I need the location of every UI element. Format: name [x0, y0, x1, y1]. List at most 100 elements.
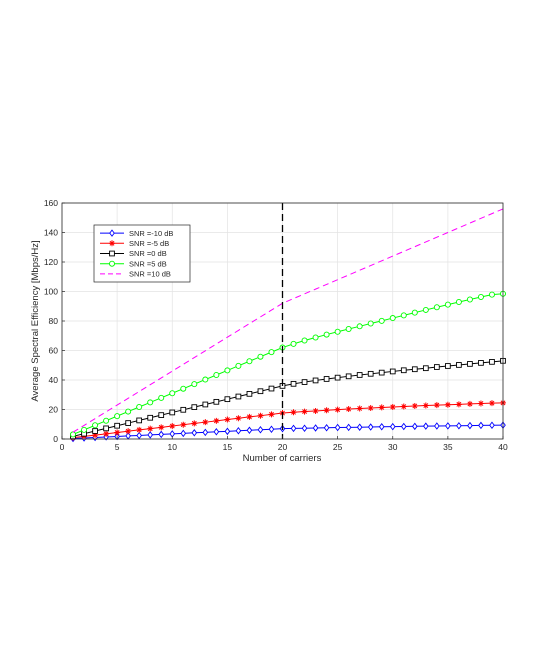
diamond-marker — [367, 423, 374, 431]
diamond-marker — [290, 424, 297, 433]
axes: 0 5 10 15 20 25 30 35 40 0 20 40 60 80 100 120 140 160 — [44, 198, 508, 452]
asterisk-marker — [466, 400, 473, 407]
asterisk-marker — [191, 420, 198, 427]
y-tick-label: 120 — [44, 257, 58, 267]
circle-marker — [202, 376, 209, 383]
square-marker — [456, 362, 462, 368]
asterisk-marker — [444, 401, 451, 408]
y-tick-label: 80 — [49, 316, 59, 326]
square-marker — [235, 393, 242, 400]
asterisk-marker — [433, 402, 440, 409]
circle-marker — [411, 309, 418, 316]
circle-marker — [125, 408, 132, 415]
square-marker — [356, 372, 363, 378]
diamond-marker — [467, 421, 473, 430]
series-4 — [72, 208, 504, 433]
series-2 — [70, 357, 506, 440]
square-marker — [147, 414, 154, 421]
diamond-marker — [489, 421, 495, 430]
asterisk-marker — [147, 425, 154, 432]
x-tick-label: 5 — [115, 442, 120, 452]
diamond-marker — [224, 427, 231, 436]
square-marker — [268, 385, 275, 392]
asterisk-marker — [257, 412, 264, 419]
asterisk-marker — [356, 405, 363, 412]
asterisk-marker — [169, 423, 176, 430]
square-marker — [202, 401, 209, 408]
square-marker — [389, 368, 396, 375]
circle-marker — [455, 298, 462, 305]
x-tick-label: 10 — [168, 442, 178, 452]
y-tick-label: 100 — [44, 287, 58, 297]
square-marker — [445, 363, 451, 369]
square-marker — [213, 398, 220, 405]
circle-marker — [301, 337, 308, 344]
asterisk-marker — [136, 426, 143, 433]
circle-marker — [433, 304, 440, 311]
circle-marker — [169, 390, 176, 397]
asterisk-marker — [180, 421, 187, 428]
diamond-marker — [158, 430, 165, 439]
circle-marker — [367, 320, 374, 327]
asterisk-marker — [488, 400, 495, 407]
circle-marker — [180, 385, 187, 392]
y-tick-label: 160 — [44, 198, 58, 208]
diamond-marker — [202, 428, 209, 437]
square-marker — [125, 420, 132, 426]
circle-marker — [235, 362, 242, 369]
diamond-marker — [109, 229, 115, 237]
diamond-marker — [257, 425, 264, 434]
square-marker — [158, 412, 165, 418]
legend-label: SNR =-5 dB — [129, 239, 169, 248]
y-axis-title: Average Spectral Efficiency [Mbps/Hz] — [30, 240, 41, 401]
diamond-marker — [423, 422, 429, 430]
asterisk-marker — [334, 406, 341, 413]
asterisk-marker — [224, 416, 231, 423]
circle-marker — [114, 413, 121, 420]
square-marker — [92, 428, 98, 434]
square-marker — [367, 370, 374, 377]
circle-marker — [466, 296, 473, 303]
diamond-marker — [213, 428, 220, 436]
asterisk-marker — [235, 415, 242, 422]
circle-marker — [246, 358, 253, 365]
asterisk-marker — [301, 408, 308, 415]
diamond-marker — [136, 431, 142, 440]
x-tick-label: 40 — [498, 442, 508, 452]
square-marker — [478, 360, 484, 366]
circle-marker — [389, 315, 396, 322]
asterisk-marker — [411, 402, 418, 409]
circle-marker — [400, 312, 407, 319]
square-marker — [246, 391, 253, 397]
diamond-marker — [400, 422, 407, 431]
diamond-marker — [411, 422, 418, 431]
diamond-marker — [378, 423, 385, 431]
square-marker — [301, 379, 308, 385]
series-line — [72, 293, 504, 435]
square-marker — [489, 359, 495, 365]
circle-marker — [290, 340, 297, 347]
square-marker — [422, 365, 429, 372]
diamond-marker — [180, 429, 187, 438]
asterisk-marker — [109, 240, 115, 247]
square-marker — [467, 361, 473, 367]
diamond-marker — [246, 426, 253, 435]
circle-marker — [257, 353, 264, 360]
y-tick-label: 0 — [53, 434, 58, 444]
circle-marker — [488, 291, 495, 298]
asterisk-marker — [103, 430, 110, 437]
legend-label: SNR =0 dB — [129, 249, 167, 258]
diamond-marker — [456, 421, 462, 430]
diamond-marker — [301, 424, 308, 432]
square-marker — [169, 409, 176, 416]
series-1 — [70, 399, 506, 441]
circle-marker — [323, 331, 330, 338]
asterisk-marker — [422, 402, 429, 409]
diamond-marker — [334, 423, 341, 432]
asterisk-marker — [477, 400, 484, 407]
asterisk-marker — [323, 407, 330, 414]
x-tick-label: 25 — [333, 442, 343, 452]
circle-marker — [191, 381, 198, 388]
legend-label: SNR =10 dB — [129, 270, 171, 279]
